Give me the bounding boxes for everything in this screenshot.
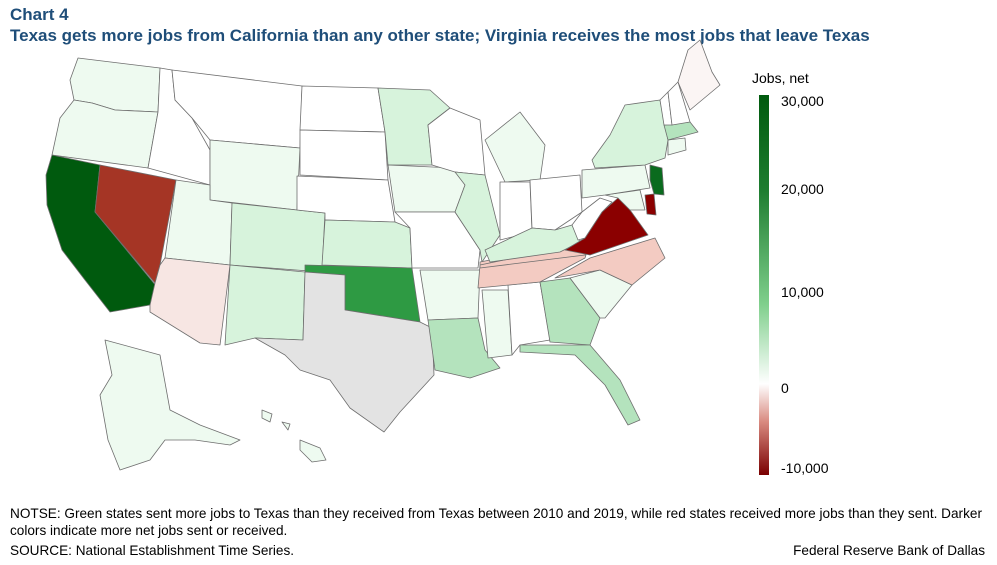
footnote: NOTSE: Green states sent more jobs to Te… [10,506,982,538]
state-delaware [644,193,657,216]
state-north-dakota [299,85,386,133]
state-maine [677,39,721,111]
state-wisconsin [427,107,486,176]
state-new-jersey [649,164,665,196]
state-texas [254,271,435,433]
state-hawaii [261,409,327,463]
state-georgia [539,277,601,346]
state-illinois [454,171,501,263]
state-south-carolina [569,269,633,319]
state-arkansas [419,269,481,321]
state-kansas [321,219,413,269]
state-louisiana [427,317,501,379]
state-north-carolina [554,237,666,286]
state-michigan [484,111,546,183]
state-new-hampshire [667,81,691,126]
state-ohio [529,174,583,231]
state-alaska [99,339,241,471]
chart-title: Texas gets more jobs from California tha… [10,26,870,45]
state-iowa [387,164,466,213]
state-connecticut [667,137,687,156]
state-arizona [149,257,231,346]
legend-tick-30000: 30,000 [781,93,824,109]
legend-color-scale [759,95,769,475]
legend-tick-minus-10000: -10,000 [781,460,829,476]
state-west-virginia [571,197,613,241]
state-florida [519,344,641,426]
source-line: SOURCE: National Establishment Time Seri… [10,543,295,558]
credit-line: Federal Reserve Bank of Dallas [793,543,985,558]
legend-tick-0: 0 [781,380,789,396]
state-wyoming [209,139,301,211]
chart-number: Chart 4 [10,5,69,24]
state-south-dakota [299,129,389,181]
state-new-york [591,99,669,169]
state-colorado [229,202,326,273]
us-choropleth-map [45,39,721,471]
legend-tick-20000: 20,000 [781,181,824,197]
legend-title: Jobs, net [752,70,809,86]
state-mississippi [481,289,513,359]
state-new-mexico [224,264,306,346]
legend-tick-10000: 10,000 [781,284,824,300]
